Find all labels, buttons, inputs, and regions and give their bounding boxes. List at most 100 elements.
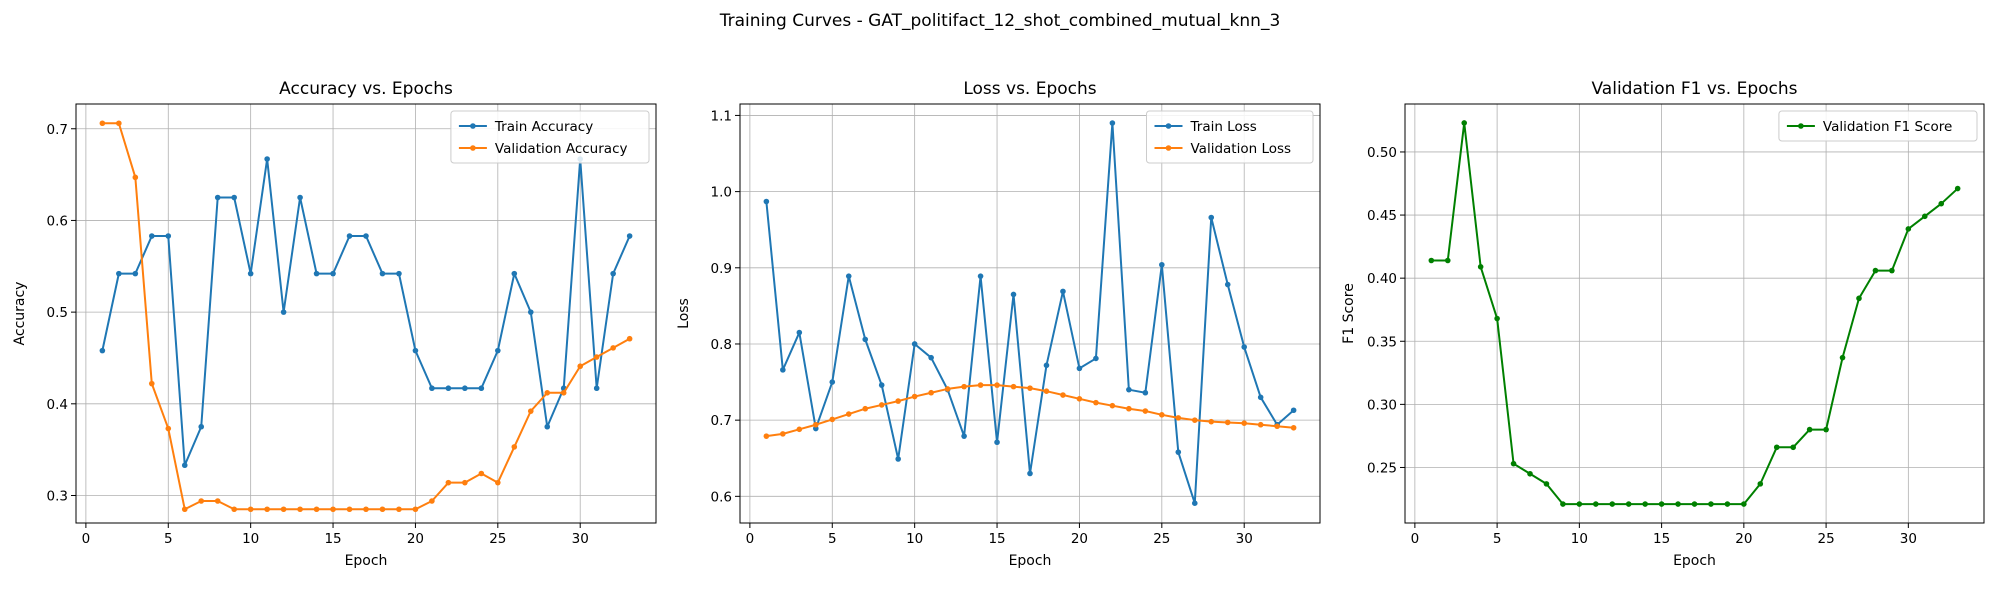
data-point bbox=[961, 383, 967, 390]
data-point bbox=[445, 385, 452, 392]
data-point bbox=[445, 479, 452, 486]
data-point bbox=[511, 444, 518, 450]
legend: Validation F1 Score bbox=[1778, 110, 1978, 142]
data-point bbox=[780, 367, 786, 373]
data-point bbox=[1027, 470, 1033, 477]
y-tick-label: 0.9 bbox=[711, 261, 732, 277]
y-tick-label: 0.7 bbox=[47, 122, 68, 138]
y-axis-label: Loss bbox=[676, 298, 692, 329]
data-point bbox=[330, 270, 336, 277]
data-point bbox=[1290, 407, 1297, 414]
data-point bbox=[297, 194, 303, 201]
data-point bbox=[977, 382, 984, 388]
data-point bbox=[1839, 354, 1846, 361]
data-point bbox=[1938, 200, 1945, 207]
data-point bbox=[845, 273, 852, 279]
data-point bbox=[1658, 501, 1665, 507]
x-tick-label: 20 bbox=[407, 531, 424, 547]
series-validation-accuracy bbox=[99, 120, 633, 513]
data-point bbox=[1175, 415, 1182, 421]
data-point bbox=[165, 233, 172, 239]
data-point bbox=[379, 506, 386, 513]
data-point bbox=[363, 506, 369, 513]
data-point bbox=[527, 309, 534, 315]
data-point bbox=[796, 329, 803, 336]
x-tick-label: 0 bbox=[746, 531, 755, 547]
legend: Train Loss Validation Loss bbox=[1146, 110, 1314, 164]
x-tick-label: 5 bbox=[1493, 531, 1502, 547]
data-point bbox=[280, 506, 287, 513]
x-tick-label: 15 bbox=[1653, 531, 1670, 547]
data-point bbox=[878, 382, 885, 388]
data-point bbox=[148, 380, 155, 387]
legend-entry-validation-accuracy: Validation Accuracy bbox=[495, 141, 628, 157]
data-point bbox=[862, 336, 869, 343]
data-point bbox=[845, 411, 852, 417]
x-tick-label: 10 bbox=[906, 531, 923, 547]
legend-swatch-marker bbox=[1798, 123, 1804, 129]
x-tick-label: 5 bbox=[828, 531, 837, 547]
legend-box bbox=[1146, 110, 1314, 164]
series-train-loss bbox=[763, 120, 1297, 506]
y-axis-label: F1 Score bbox=[1341, 283, 1357, 344]
data-point bbox=[99, 347, 106, 354]
data-point bbox=[264, 156, 270, 162]
plot-frame bbox=[739, 103, 1321, 524]
data-point bbox=[829, 416, 836, 423]
data-point bbox=[1823, 426, 1829, 433]
data-point bbox=[593, 354, 600, 360]
plot-frame bbox=[75, 103, 657, 524]
data-point bbox=[1093, 399, 1099, 406]
data-point bbox=[928, 389, 934, 396]
data-point bbox=[412, 347, 419, 354]
data-point bbox=[977, 273, 984, 279]
x-tick-label: 25 bbox=[1817, 531, 1834, 547]
y-tick-label: 1.1 bbox=[711, 108, 732, 124]
data-point bbox=[1889, 267, 1895, 274]
data-point bbox=[1060, 288, 1066, 295]
y-tick-label: 0.50 bbox=[1367, 145, 1397, 161]
legend-swatch-marker bbox=[1165, 123, 1172, 129]
data-point bbox=[812, 421, 819, 428]
x-tick-label: 5 bbox=[164, 531, 173, 547]
data-point bbox=[198, 423, 205, 430]
data-point bbox=[264, 506, 270, 513]
legend-swatch-marker bbox=[1165, 145, 1172, 151]
data-point bbox=[1043, 388, 1050, 395]
data-point bbox=[181, 506, 188, 513]
data-point bbox=[1142, 408, 1149, 414]
data-point bbox=[1257, 421, 1264, 428]
legend-box bbox=[450, 110, 650, 164]
y-tick-label: 0.40 bbox=[1367, 271, 1397, 287]
y-tick-label: 0.5 bbox=[47, 305, 68, 321]
data-point bbox=[1444, 257, 1451, 264]
series-validation-f1-score bbox=[1428, 120, 1961, 507]
data-point bbox=[1109, 402, 1116, 409]
data-point bbox=[1175, 449, 1182, 455]
data-point bbox=[1741, 501, 1747, 507]
data-point bbox=[1691, 501, 1698, 507]
data-point bbox=[1954, 185, 1961, 192]
data-point bbox=[1675, 501, 1681, 507]
data-point bbox=[1208, 214, 1215, 221]
legend-entry-train-loss: Train Loss bbox=[1190, 119, 1257, 135]
x-tick-label: 10 bbox=[242, 531, 259, 547]
data-point bbox=[1241, 344, 1248, 350]
data-point bbox=[148, 233, 155, 239]
data-point bbox=[214, 498, 221, 504]
data-point bbox=[961, 433, 967, 439]
data-point bbox=[527, 408, 534, 414]
data-point bbox=[994, 382, 1000, 388]
data-point bbox=[495, 347, 501, 354]
x-axis-label: Epoch bbox=[1009, 553, 1052, 569]
data-point bbox=[1543, 481, 1550, 487]
data-point bbox=[1241, 420, 1248, 427]
legend-swatch-marker bbox=[470, 145, 476, 151]
y-tick-label: 0.6 bbox=[711, 489, 732, 505]
data-point bbox=[911, 393, 918, 400]
y-tick-label: 0.45 bbox=[1367, 208, 1397, 224]
data-point bbox=[1642, 501, 1648, 507]
data-point bbox=[412, 506, 419, 513]
data-point bbox=[577, 363, 584, 370]
data-point bbox=[1905, 226, 1912, 232]
